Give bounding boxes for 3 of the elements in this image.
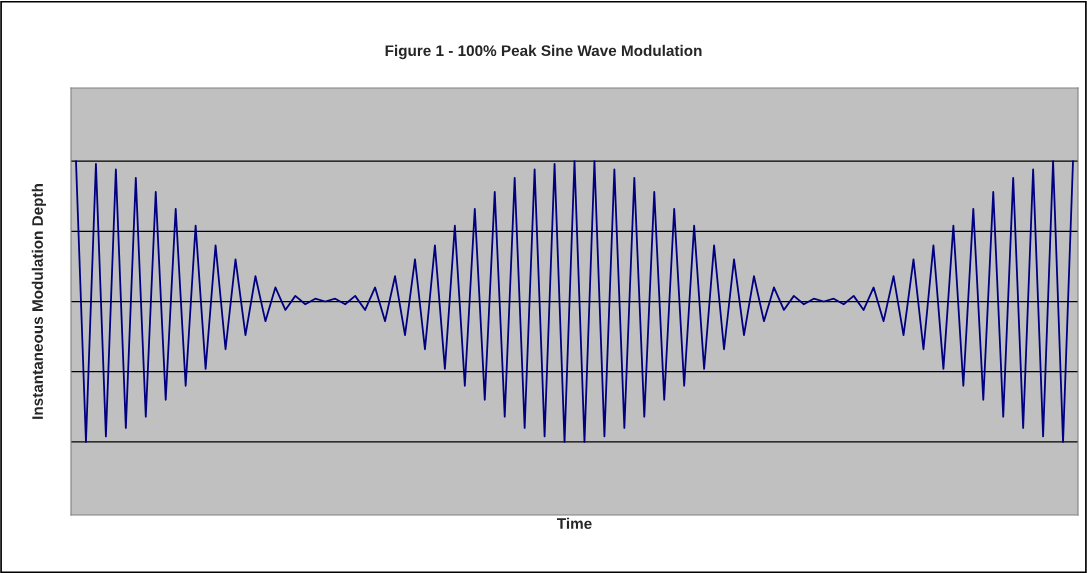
x-axis-title: Time <box>556 517 592 529</box>
chart-title: Figure 1 - 100% Peak Sine Wave Modulation <box>385 44 702 60</box>
y-axis-title: Instantaneous Modulation Depth <box>31 184 46 419</box>
